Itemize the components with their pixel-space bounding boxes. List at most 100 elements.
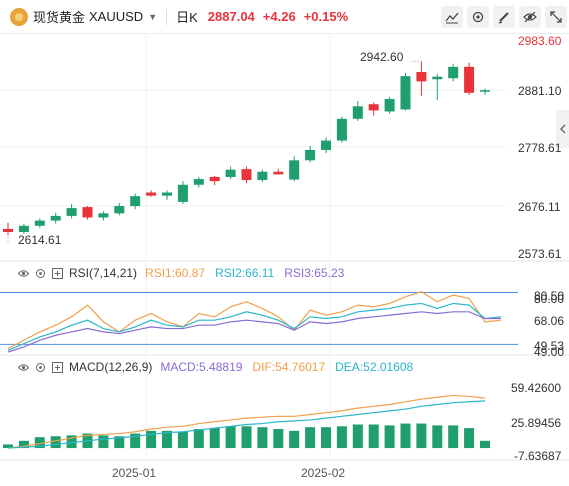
rsi1-value: RSI1:60.87 xyxy=(145,266,206,280)
y-axis-label: 2676.11 xyxy=(518,200,561,214)
last-price: 2887.04 xyxy=(207,9,255,24)
candle-body xyxy=(305,149,316,161)
y-axis-label: 2881.10 xyxy=(518,84,562,98)
symbol-name-cn: 现货黄金 xyxy=(33,10,86,25)
rsi3-value: RSI3:65.23 xyxy=(284,266,345,280)
indicator-select-icon[interactable] xyxy=(52,361,63,373)
settings-icon[interactable] xyxy=(35,362,46,373)
candle-body xyxy=(448,66,459,79)
draw-icon xyxy=(498,12,509,24)
divider xyxy=(166,8,168,25)
macd-histogram-bar xyxy=(448,425,459,449)
candle-body xyxy=(432,76,443,80)
candle-body xyxy=(130,196,141,207)
rsi-axis-label: 80.00 xyxy=(534,292,565,306)
rsi1-line xyxy=(7,291,501,350)
candle-body xyxy=(98,213,109,218)
chevron-left-icon xyxy=(559,124,565,134)
macd-histogram-bar xyxy=(130,433,141,449)
candle-body xyxy=(82,207,93,218)
rsi-title: RSI(7,14,21) xyxy=(69,266,138,280)
macd-axis-label: 25.89456 xyxy=(511,416,562,430)
macd-histogram-bar xyxy=(464,428,475,449)
candle-body xyxy=(3,228,13,233)
rsi-axis-label: 80.50 xyxy=(534,289,565,303)
candle-body xyxy=(368,104,379,111)
candle-body xyxy=(257,171,268,181)
macd-histogram-bar xyxy=(3,444,13,449)
macd-histogram-bar xyxy=(50,436,61,449)
dea-value: DEA:52.01608 xyxy=(335,360,414,374)
rsi3-line xyxy=(7,311,501,353)
indicator-select-icon[interactable] xyxy=(52,267,63,279)
expand-panel-button[interactable] xyxy=(556,110,569,148)
chevron-down-icon: ▼ xyxy=(148,11,158,22)
candle-body xyxy=(241,169,252,181)
candle-body xyxy=(289,160,300,180)
macd-histogram-bar xyxy=(241,426,252,449)
candle-body xyxy=(336,118,347,141)
symbol-code: XAUUSD xyxy=(89,9,144,24)
eye-icon[interactable] xyxy=(18,268,29,279)
settings-icon[interactable] xyxy=(35,268,46,279)
candle-body xyxy=(352,106,363,119)
macd-histogram-bar xyxy=(305,427,316,449)
macd-histogram-bar xyxy=(18,440,29,449)
timeframe-selector[interactable]: 日K xyxy=(176,7,198,26)
candle-body xyxy=(177,184,188,202)
chart-type-button[interactable] xyxy=(441,6,463,28)
macd-histogram-bar xyxy=(225,426,236,449)
dea-line xyxy=(7,400,486,449)
macd-histogram-bar xyxy=(146,430,157,449)
macd-histogram-bar xyxy=(82,433,93,449)
visibility-icon xyxy=(523,11,537,23)
y-axis-label: 2778.61 xyxy=(518,141,562,155)
rsi2-value: RSI2:66.11 xyxy=(215,266,275,280)
visibility-button[interactable] xyxy=(519,6,541,28)
macd-value: MACD:5.48819 xyxy=(160,360,243,374)
candle-body xyxy=(50,215,61,221)
x-axis-label: 2025-02 xyxy=(301,466,346,480)
candle-body xyxy=(34,220,45,226)
symbol-selector[interactable]: 现货黄金 XAUUSD ▼ xyxy=(10,7,157,26)
chart-type-icon xyxy=(445,12,459,24)
macd-histogram-bar xyxy=(114,436,125,449)
price-change-pct: +0.15% xyxy=(303,9,349,24)
timeframe-label: 日K xyxy=(176,10,198,25)
y-axis-label-top: 2983.60 xyxy=(518,34,562,48)
candle-body xyxy=(321,140,331,150)
symbol-toolbar: 现货黄金 XAUUSD ▼ 日K 2887.04 +4.26 +0.15% xyxy=(0,0,569,34)
candle-body xyxy=(416,72,427,82)
candle-body xyxy=(18,225,29,233)
candle-body xyxy=(114,206,125,214)
macd-histogram-bar xyxy=(400,423,411,449)
candle-body xyxy=(400,76,411,110)
dif-value: DIF:54.76017 xyxy=(252,360,326,374)
macd-header: MACD(12,26,9) MACD:5.48819 DIF:54.76017 … xyxy=(18,360,423,374)
y-axis-label: 2573.61 xyxy=(518,247,562,261)
macd-histogram-bar xyxy=(193,429,204,449)
candle-body xyxy=(146,192,157,196)
settings-icon xyxy=(472,11,484,23)
rsi-axis-label: 49.00 xyxy=(534,345,565,359)
fullscreen-button[interactable] xyxy=(545,6,567,28)
settings-button[interactable] xyxy=(467,6,489,28)
macd-histogram-bar xyxy=(177,431,188,449)
macd-histogram-bar xyxy=(273,429,284,449)
macd-histogram-bar xyxy=(336,426,347,449)
candle-body xyxy=(384,99,395,112)
draw-button[interactable] xyxy=(493,6,515,28)
macd-histogram-bar xyxy=(66,435,77,449)
candle-body xyxy=(480,90,490,92)
macd-histogram-bar xyxy=(34,437,45,449)
dif-line xyxy=(7,394,486,449)
macd-histogram-bar xyxy=(432,425,443,449)
eye-icon[interactable] xyxy=(18,362,29,373)
macd-histogram-bar xyxy=(257,427,268,449)
macd-histogram-bar xyxy=(416,423,427,449)
candle-body xyxy=(273,171,284,175)
price-change: +4.26 xyxy=(262,9,296,24)
low-price-annotation: 2614.61 xyxy=(18,233,62,247)
